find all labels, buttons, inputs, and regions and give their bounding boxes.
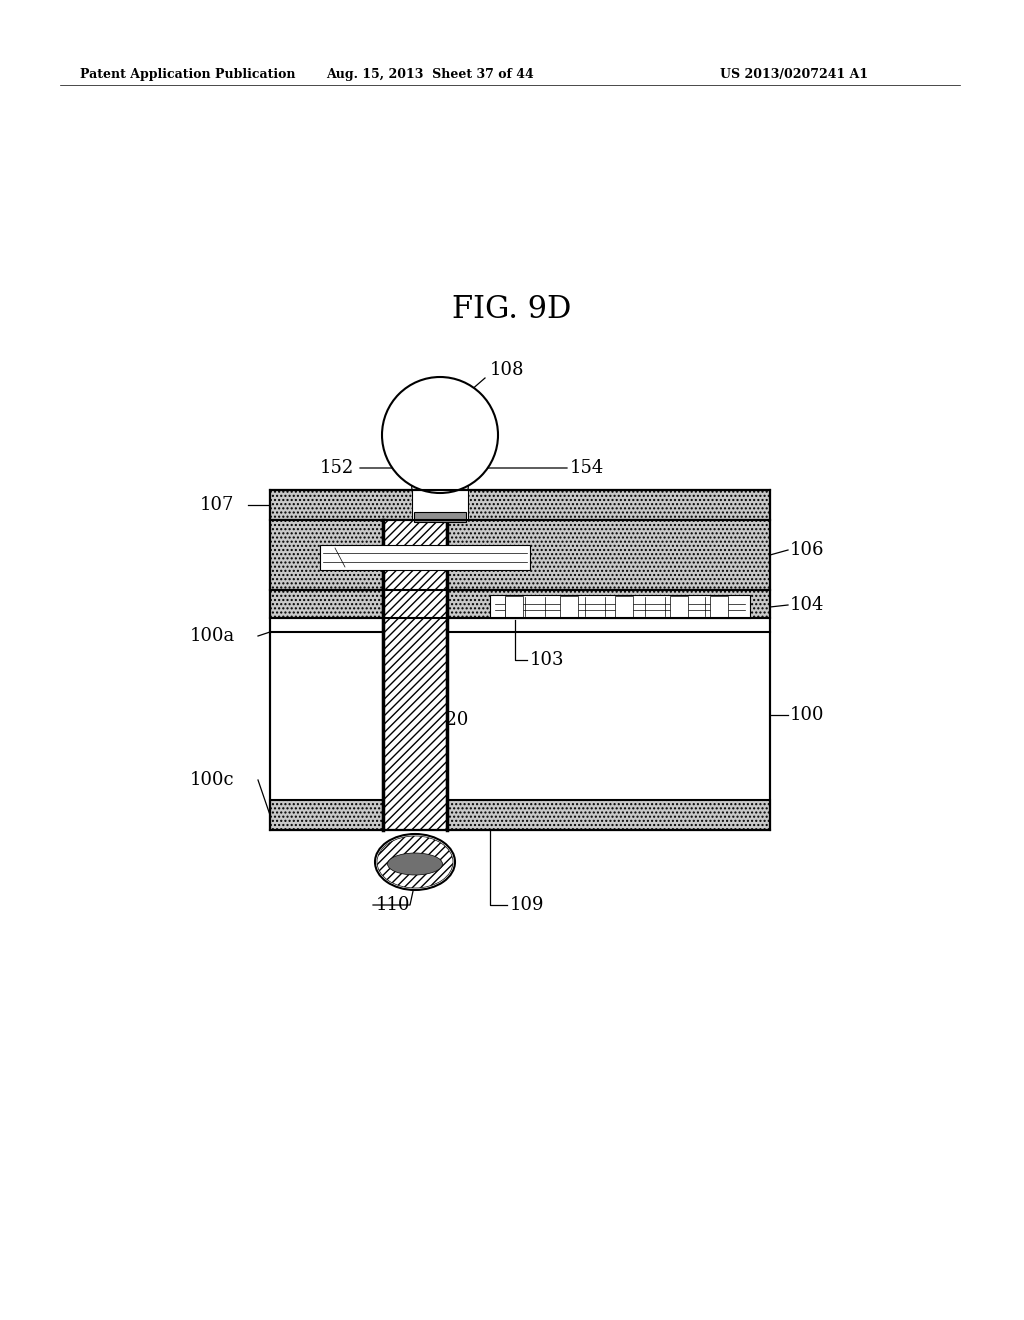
- Polygon shape: [270, 590, 770, 618]
- Circle shape: [382, 378, 498, 492]
- Polygon shape: [670, 597, 688, 616]
- Polygon shape: [710, 597, 728, 616]
- Text: 110: 110: [376, 896, 411, 913]
- Text: Aug. 15, 2013  Sheet 37 of 44: Aug. 15, 2013 Sheet 37 of 44: [326, 69, 534, 81]
- Text: 100: 100: [790, 706, 824, 723]
- Polygon shape: [270, 632, 770, 800]
- Polygon shape: [414, 512, 466, 521]
- Text: Patent Application Publication: Patent Application Publication: [80, 69, 296, 81]
- Text: 120: 120: [435, 711, 469, 729]
- Polygon shape: [270, 800, 770, 830]
- Text: 104: 104: [790, 597, 824, 614]
- Text: 152: 152: [319, 459, 354, 477]
- Text: 100c: 100c: [190, 771, 234, 789]
- Polygon shape: [319, 545, 530, 570]
- Polygon shape: [615, 597, 633, 616]
- Ellipse shape: [387, 853, 442, 875]
- Polygon shape: [560, 597, 578, 616]
- Text: 103: 103: [530, 651, 564, 669]
- Polygon shape: [270, 520, 770, 590]
- Ellipse shape: [375, 834, 455, 890]
- Text: 108: 108: [490, 360, 524, 379]
- Text: US 2013/0207241 A1: US 2013/0207241 A1: [720, 69, 868, 81]
- Polygon shape: [505, 597, 523, 616]
- Text: 154: 154: [570, 459, 604, 477]
- Text: 100a: 100a: [190, 627, 236, 645]
- Text: 107: 107: [200, 496, 234, 513]
- Text: 106: 106: [790, 541, 824, 558]
- Polygon shape: [270, 490, 770, 520]
- Polygon shape: [383, 520, 447, 830]
- Ellipse shape: [377, 836, 453, 888]
- Polygon shape: [490, 595, 750, 618]
- Text: 109: 109: [510, 896, 545, 913]
- Text: FIG. 9D: FIG. 9D: [453, 294, 571, 326]
